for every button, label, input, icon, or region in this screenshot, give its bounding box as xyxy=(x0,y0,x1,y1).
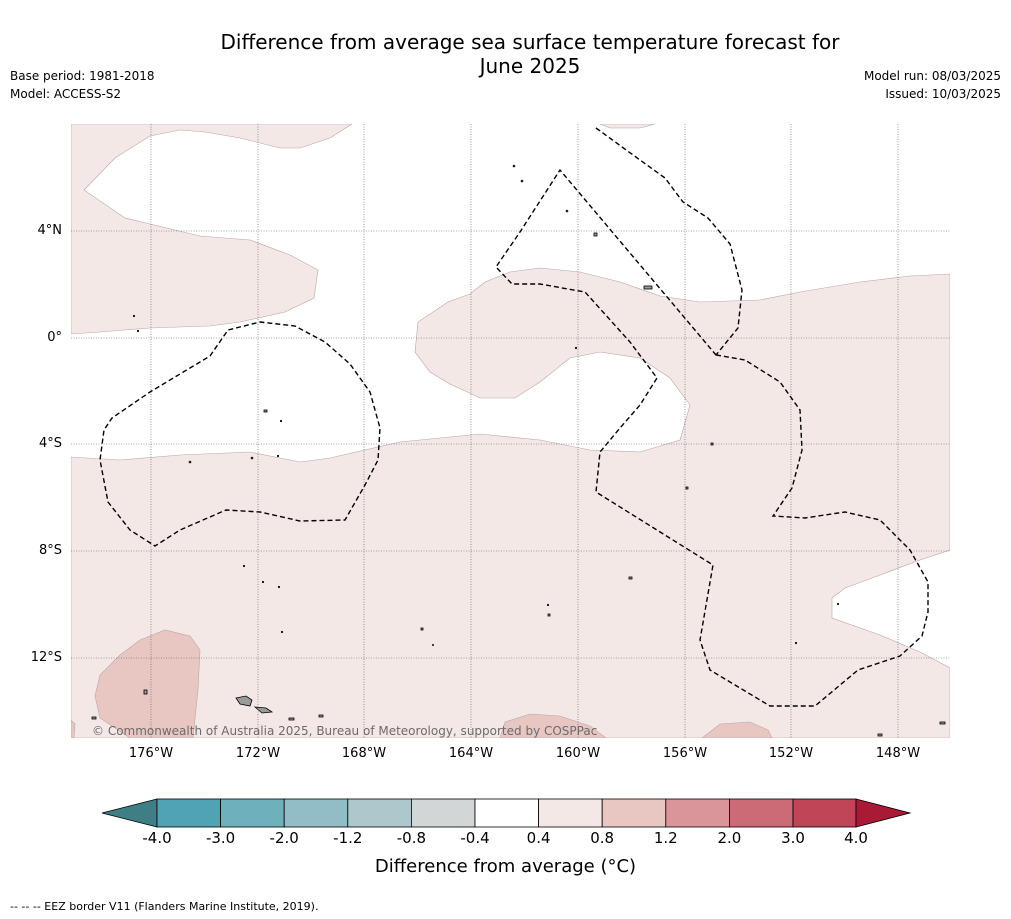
colorbar-segment-2 xyxy=(220,798,285,828)
eez-border-west xyxy=(99,321,381,547)
island-small-1 xyxy=(143,689,148,695)
meta-left: Base period: 1981-2018 Model: ACCESS-S2 xyxy=(10,67,155,103)
lat-label-0: 0° xyxy=(47,330,62,345)
model-run: Model run: 08/03/2025 xyxy=(863,69,1001,83)
island-small-6 xyxy=(643,285,653,290)
colorbar xyxy=(101,798,912,828)
lon-label-172w: 172°W xyxy=(235,746,281,761)
colorbar-tick-10: 2.0 xyxy=(717,829,742,847)
colorbar-tick-2: -3.0 xyxy=(205,829,236,847)
colorbar-tick-8: 0.8 xyxy=(590,829,615,847)
island-small-12 xyxy=(420,627,424,631)
eez-borders xyxy=(99,127,929,707)
lat-label-4s: 4°S xyxy=(38,436,62,451)
colorbar-segment-7 xyxy=(538,798,603,828)
colorbar-tick-4: -1.2 xyxy=(333,829,363,847)
colorbar-segment-9 xyxy=(665,798,730,828)
colorbar-tick-3: -2.0 xyxy=(269,829,299,847)
islands xyxy=(91,164,946,737)
lat-label-8s: 8°S xyxy=(38,543,62,558)
lat-label-4n: 4°N xyxy=(37,223,63,238)
colorbar-extend-low xyxy=(101,798,158,828)
colorbar-tick-11: 3.0 xyxy=(781,829,805,847)
island-small-2 xyxy=(91,716,97,720)
colorbar-tick-6: -0.4 xyxy=(460,829,490,847)
colorbar-segment-8 xyxy=(601,798,667,828)
copyright-notice: © Commonwealth of Australia 2025, Bureau… xyxy=(92,724,598,738)
island-small-8 xyxy=(628,576,633,580)
map-title: Difference from average sea surface temp… xyxy=(160,30,900,78)
lon-label-176w: 176°W xyxy=(128,746,174,761)
lon-label-164w: 164°W xyxy=(448,746,494,761)
island-large-1 xyxy=(235,695,253,707)
island-small-9 xyxy=(547,613,551,617)
colorbar-segment-10 xyxy=(729,798,794,828)
anomaly-region-main xyxy=(71,267,950,738)
colorbar-segment-4 xyxy=(347,798,412,828)
anomaly-patch-west-edge xyxy=(71,719,76,738)
lon-label-168w: 168°W xyxy=(341,746,387,761)
anomaly-patch-south-east xyxy=(701,721,773,738)
lat-label-12s: 12°S xyxy=(30,650,62,665)
title-line-1: Difference from average sea surface temp… xyxy=(220,30,840,54)
island-small-10 xyxy=(685,486,689,490)
island-small-13 xyxy=(877,733,883,737)
map-plot-area xyxy=(71,124,950,738)
island-small-5 xyxy=(593,232,598,237)
anomaly-patch-south-center xyxy=(499,713,607,738)
anomaly-patch-southwest xyxy=(94,629,201,738)
base-period: Base period: 1981-2018 xyxy=(10,69,155,83)
colorbar-tick-9: 1.2 xyxy=(653,829,678,847)
lon-label-152w: 152°W xyxy=(768,746,814,761)
island-small-14 xyxy=(939,721,946,725)
colorbar-segment-6 xyxy=(474,798,539,828)
island-small-3 xyxy=(288,717,295,721)
model-name: Model: ACCESS-S2 xyxy=(10,87,122,101)
colorbar-segment-3 xyxy=(283,798,349,828)
island-small-4 xyxy=(318,714,324,718)
title-line-2: June 2025 xyxy=(479,54,581,78)
anomaly-region-north-sliver xyxy=(599,124,656,129)
meta-right: Model run: 08/03/2025 Issued: 10/03/2025 xyxy=(864,67,1001,103)
eez-border-central xyxy=(495,127,929,707)
anomaly-region-northwest xyxy=(71,124,353,335)
colorbar-segment-5 xyxy=(410,798,476,828)
colorbar-extend-high xyxy=(855,798,912,828)
island-small-11 xyxy=(710,442,714,446)
colorbar-segment-11 xyxy=(792,798,857,828)
colorbar-tick-5: -0.8 xyxy=(396,829,427,847)
island-small-7 xyxy=(263,409,268,413)
colorbar-segment-1 xyxy=(156,798,221,828)
lon-label-160w: 160°W xyxy=(555,746,601,761)
map-gridlines xyxy=(71,124,950,738)
island-large-2 xyxy=(253,706,274,714)
colorbar-title: Difference from average (°C) xyxy=(374,856,637,877)
lon-label-148w: 148°W xyxy=(875,746,921,761)
colorbar-tick-7: 0.4 xyxy=(526,829,551,847)
issued-date: Issued: 10/03/2025 xyxy=(885,87,1001,101)
colorbar-tick-12: 4.0 xyxy=(844,829,868,847)
lon-label-156w: 156°W xyxy=(662,746,708,761)
colorbar-tick-1: -4.0 xyxy=(142,829,172,847)
eez-footnote: -- -- -- EEZ border V11 (Flanders Marine… xyxy=(10,900,319,913)
